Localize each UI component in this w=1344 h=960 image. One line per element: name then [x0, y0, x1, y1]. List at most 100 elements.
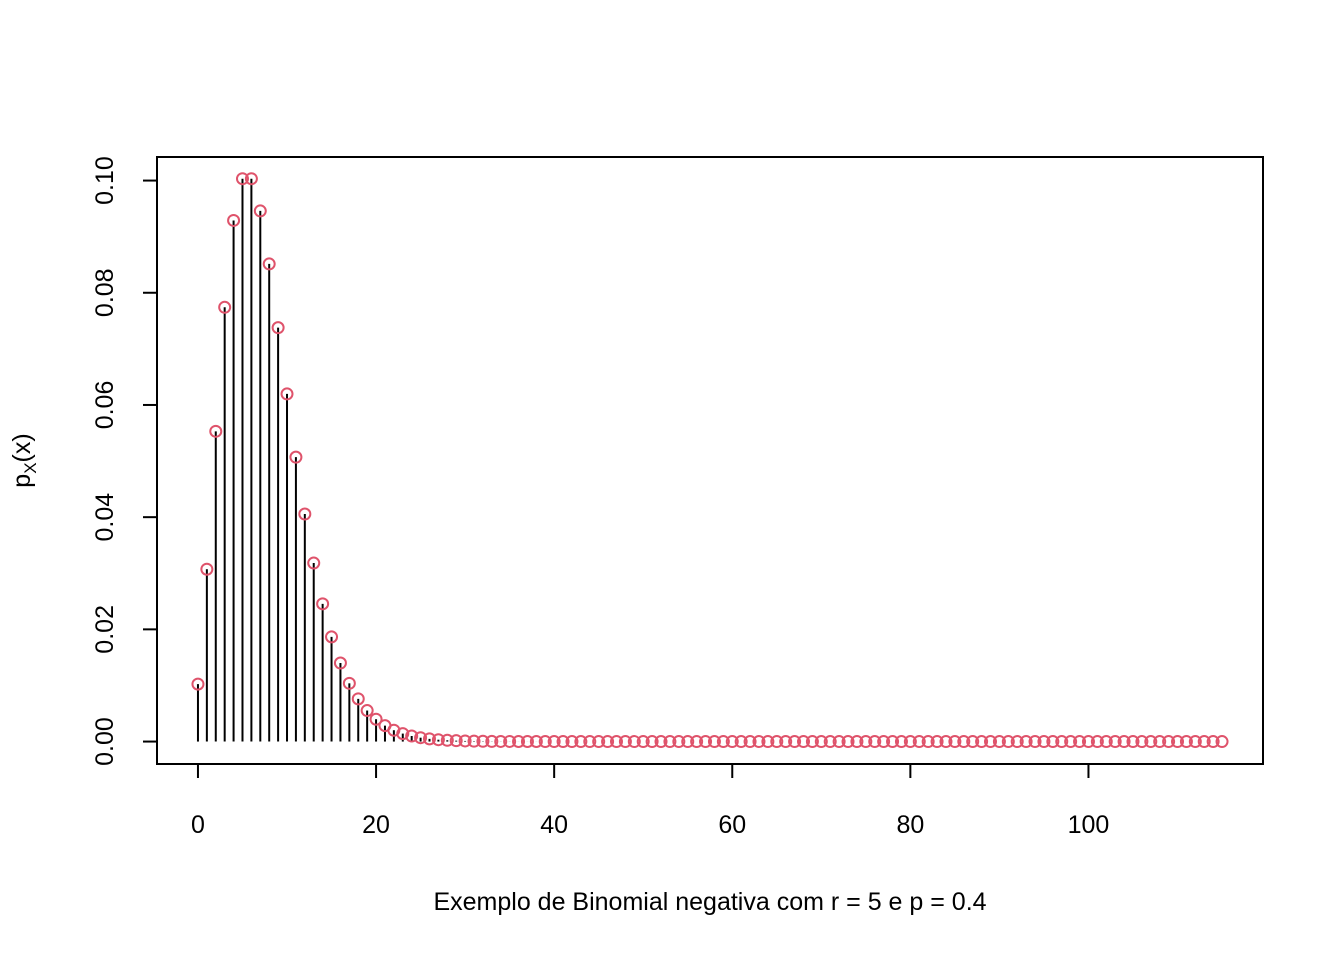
point-113 [1197, 735, 1211, 749]
point-73 [841, 735, 855, 749]
point-7 [253, 204, 267, 218]
point-60 [725, 735, 739, 749]
x-tick-label-40: 40 [540, 811, 568, 839]
x-tick-label-100: 100 [1068, 811, 1110, 839]
point-38 [529, 735, 543, 749]
point-97 [1055, 735, 1069, 749]
point-110 [1171, 735, 1185, 749]
point-29 [449, 734, 463, 748]
point-99 [1073, 735, 1087, 749]
point-54 [672, 735, 686, 749]
point-28 [440, 733, 454, 747]
y-tick-label-5: 0.10 [91, 156, 119, 205]
point-78 [886, 735, 900, 749]
point-71 [823, 735, 837, 749]
point-114 [1206, 735, 1220, 749]
point-49 [627, 735, 641, 749]
point-11 [289, 450, 303, 464]
point-6 [244, 172, 258, 186]
point-91 [1001, 735, 1015, 749]
point-108 [1153, 735, 1167, 749]
x-axis: 0 20 40 60 80 100 [191, 763, 1110, 839]
point-40 [547, 735, 561, 749]
point-83 [930, 735, 944, 749]
point-32 [476, 734, 490, 748]
point-53 [663, 735, 677, 749]
point-74 [850, 735, 864, 749]
point-1 [200, 562, 214, 576]
x-tick-label-80: 80 [896, 811, 924, 839]
point-115 [1215, 735, 1229, 749]
point-92 [1010, 735, 1024, 749]
point-45 [592, 735, 606, 749]
point-58 [707, 735, 721, 749]
point-39 [538, 735, 552, 749]
point-18 [351, 692, 365, 706]
point-16 [333, 656, 347, 670]
point-109 [1162, 735, 1176, 749]
point-65 [770, 735, 784, 749]
point-51 [645, 735, 659, 749]
x-axis-label: Exemplo de Binomial negativa com r = 5 e… [433, 888, 986, 916]
y-axis-label-suffix: (x) [8, 433, 36, 462]
point-30 [458, 734, 472, 748]
point-57 [699, 735, 713, 749]
point-34 [494, 734, 508, 748]
point-106 [1135, 735, 1149, 749]
point-13 [307, 556, 321, 570]
x-tick-label-20: 20 [362, 811, 390, 839]
y-axis-label: pX(x) [8, 433, 40, 487]
point-10 [280, 387, 294, 401]
point-2 [209, 424, 223, 438]
point-0 [191, 677, 205, 691]
point-37 [520, 735, 534, 749]
point-44 [583, 735, 597, 749]
point-4 [227, 213, 241, 227]
point-35 [503, 734, 517, 748]
point-15 [325, 630, 339, 644]
point-64 [761, 735, 775, 749]
point-24 [405, 729, 419, 743]
point-19 [360, 704, 374, 718]
point-89 [984, 735, 998, 749]
point-86 [957, 735, 971, 749]
point-33 [485, 734, 499, 748]
point-105 [1126, 735, 1140, 749]
point-5 [235, 172, 249, 186]
x-tick-label-0: 0 [191, 811, 205, 839]
point-72 [832, 735, 846, 749]
y-tick-label-2: 0.04 [91, 493, 119, 542]
point-43 [574, 735, 588, 749]
point-75 [859, 735, 873, 749]
points-layer [191, 172, 1229, 749]
point-27 [431, 733, 445, 747]
point-20 [369, 712, 383, 726]
point-63 [752, 735, 766, 749]
point-31 [467, 734, 481, 748]
point-48 [618, 735, 632, 749]
point-101 [1090, 735, 1104, 749]
point-81 [912, 735, 926, 749]
point-59 [716, 735, 730, 749]
point-67 [788, 735, 802, 749]
point-12 [298, 507, 312, 521]
point-96 [1046, 735, 1060, 749]
point-70 [814, 735, 828, 749]
point-88 [975, 735, 989, 749]
point-14 [316, 597, 330, 611]
point-77 [877, 735, 891, 749]
point-94 [1028, 735, 1042, 749]
point-90 [992, 735, 1006, 749]
point-17 [342, 676, 356, 690]
point-84 [939, 735, 953, 749]
point-68 [797, 735, 811, 749]
y-axis: 0.00 0.02 0.04 0.06 0.08 0.10 [91, 156, 158, 766]
point-79 [894, 735, 908, 749]
point-56 [690, 735, 704, 749]
point-36 [512, 735, 526, 749]
point-3 [218, 300, 232, 314]
point-26 [422, 732, 436, 746]
y-tick-label-4: 0.08 [91, 268, 119, 317]
stems-layer [196, 178, 538, 742]
